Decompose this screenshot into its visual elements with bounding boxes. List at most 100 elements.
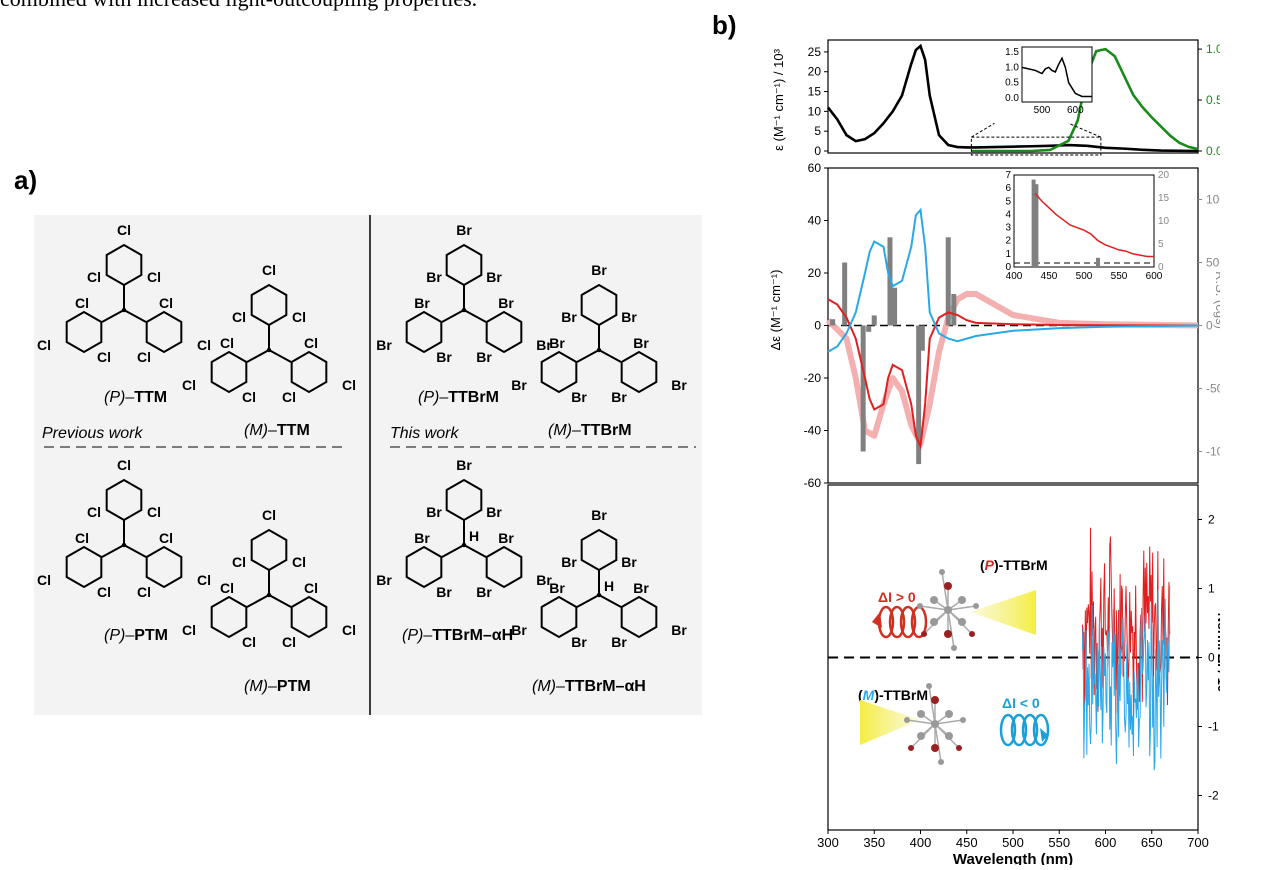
atom-top-r-0: Cl: [147, 269, 161, 285]
atom-top-l-1: Cl: [232, 309, 246, 325]
atom-left-t-3: Br: [549, 335, 565, 351]
atom-top-r-7: Br: [621, 554, 637, 570]
middle-ytick-left-label: -60: [804, 476, 822, 490]
ring-right-2: [485, 310, 523, 354]
helix-negative: [1021, 713, 1039, 747]
top-ytick-left-label: 10: [808, 104, 822, 118]
atom-right-t-4: Cl: [159, 530, 173, 546]
dI-positive-label: ΔI > 0: [878, 589, 916, 605]
molecule-m-bond: [934, 723, 942, 763]
atom-left-t-4: Cl: [75, 530, 89, 546]
atom-left-b-1: Cl: [242, 389, 256, 405]
atom-left-1: Cl: [182, 377, 196, 393]
ring-top-5: [250, 528, 288, 572]
atom-right-t-2: Br: [498, 295, 514, 311]
ring-right-4: [145, 545, 183, 589]
middle-inset-xtick-label: 550: [1111, 271, 1128, 282]
middle-inset-xtick-label: 600: [1146, 271, 1163, 282]
molecule-p-bond: [919, 605, 949, 611]
helix-negative: [1010, 713, 1028, 747]
molecule-p-bond: [941, 571, 949, 611]
atom-left-3: Br: [511, 377, 527, 393]
rs-bar: [892, 287, 898, 326]
ring-right-5: [290, 595, 328, 639]
atom-left-t-5: Cl: [220, 580, 234, 596]
caption-p-ttbrm-ah: (P)–TTBrM–αH: [402, 627, 514, 644]
light-beam-bottom: [860, 700, 920, 745]
middle-inset-line: [1034, 192, 1154, 258]
caption-m-ttbrm: (M)–TTBrM: [548, 422, 632, 439]
ring-top-7: [580, 528, 618, 572]
top-inset-xtick-label: 600: [1067, 105, 1084, 116]
bottom-ytick-right-label: 1: [1208, 582, 1215, 596]
atom-right-6: Br: [536, 572, 552, 588]
molecule-p-bond: [947, 609, 955, 649]
bottom-xtick-label: 550: [1048, 835, 1070, 850]
bond-right-3: [598, 349, 622, 363]
bottom-ytick-right-label: -2: [1208, 789, 1219, 803]
molecule-m-atom: [931, 720, 939, 728]
dI-negative-label: ΔI < 0: [1002, 695, 1040, 711]
this-work-label: This work: [390, 425, 459, 442]
atom-top-1: Cl: [262, 262, 276, 278]
atom-top-l-7: Br: [561, 554, 577, 570]
molecule-m-atom: [904, 717, 910, 723]
atom-h-7: H: [604, 578, 614, 594]
molecule-m-atom: [908, 745, 914, 751]
top-ytick-right-label: 0.0: [1206, 144, 1220, 158]
molecule-p-atom: [917, 603, 923, 609]
molecule-p-atom: [939, 569, 945, 575]
atom-left-t-7: Br: [549, 580, 565, 596]
atom-right-7: Br: [671, 622, 687, 638]
atom-top-r-2: Br: [486, 269, 502, 285]
middle-inset-ytick-right-label: 20: [1158, 170, 1170, 181]
middle-inset-ytick-left-label: 5: [1005, 196, 1011, 207]
atom-left-0: Cl: [37, 337, 51, 353]
atom-right-b-1: Cl: [282, 389, 296, 405]
middle-ytick-left-label: 60: [808, 161, 822, 175]
middle-ytick-right-label: -100: [1206, 445, 1220, 459]
zoom-connector-left: [971, 122, 995, 138]
atom-top-l-3: Br: [561, 309, 577, 325]
ring-right-1: [290, 350, 328, 394]
atom-right-t-6: Br: [498, 530, 514, 546]
atom-top-l-5: Cl: [232, 554, 246, 570]
caption-m-ttm: (M)–TTM: [244, 422, 310, 439]
atom-right-t-1: Cl: [304, 335, 318, 351]
absorption-line: [826, 43, 1199, 153]
atom-left-b-2: Br: [436, 349, 452, 365]
middle-inset-ytick-left-label: 3: [1005, 223, 1011, 234]
helix-negative: [1032, 713, 1050, 747]
middle-inset-ytick-right-label: 5: [1158, 239, 1164, 250]
middle-inset-ytick-left-label: 7: [1005, 170, 1011, 181]
molecule-p-atom: [930, 596, 938, 604]
middle-ytick-right-label: 50: [1206, 256, 1220, 270]
top-ytick-left-label: 15: [808, 85, 822, 99]
molecule-p-atom: [944, 582, 952, 590]
bottom-ytick-right-label: -1: [1208, 720, 1219, 734]
bond-left-6: [441, 544, 465, 558]
atom-right-b-3: Br: [611, 389, 627, 405]
middle-ytick-left-label: 40: [808, 214, 822, 228]
rs-bar: [919, 325, 925, 351]
top-ytick-left-label: 0: [814, 144, 821, 158]
atom-top-5: Cl: [262, 507, 276, 523]
ring-left-6: [405, 545, 443, 589]
atom-right-b-2: Br: [476, 349, 492, 365]
middle-inset-ytick-right-label: 0: [1158, 262, 1164, 273]
bottom-ytick-right-label: 2: [1208, 513, 1215, 527]
atom-top-l-0: Cl: [87, 269, 101, 285]
caption-m-ptm: (M)–PTM: [244, 678, 311, 695]
atom-left-5: Cl: [182, 622, 196, 638]
rs-bar: [887, 237, 893, 326]
ring-left-5: [210, 595, 248, 639]
molecule-p-atom: [958, 596, 966, 604]
helix-positive: [888, 605, 906, 639]
caption-p-ttm: (P)–TTM: [104, 389, 168, 406]
top-ylabel-left: ε (M⁻¹ cm⁻¹) / 10³: [771, 48, 786, 151]
bond-left-3: [576, 349, 600, 363]
cd-m-line: [827, 207, 1199, 353]
caption-p-ttbrm: (P)–TTBrM: [418, 389, 499, 406]
bottom-xtick-label: 400: [910, 835, 932, 850]
top-inset-frame: [1021, 46, 1093, 103]
